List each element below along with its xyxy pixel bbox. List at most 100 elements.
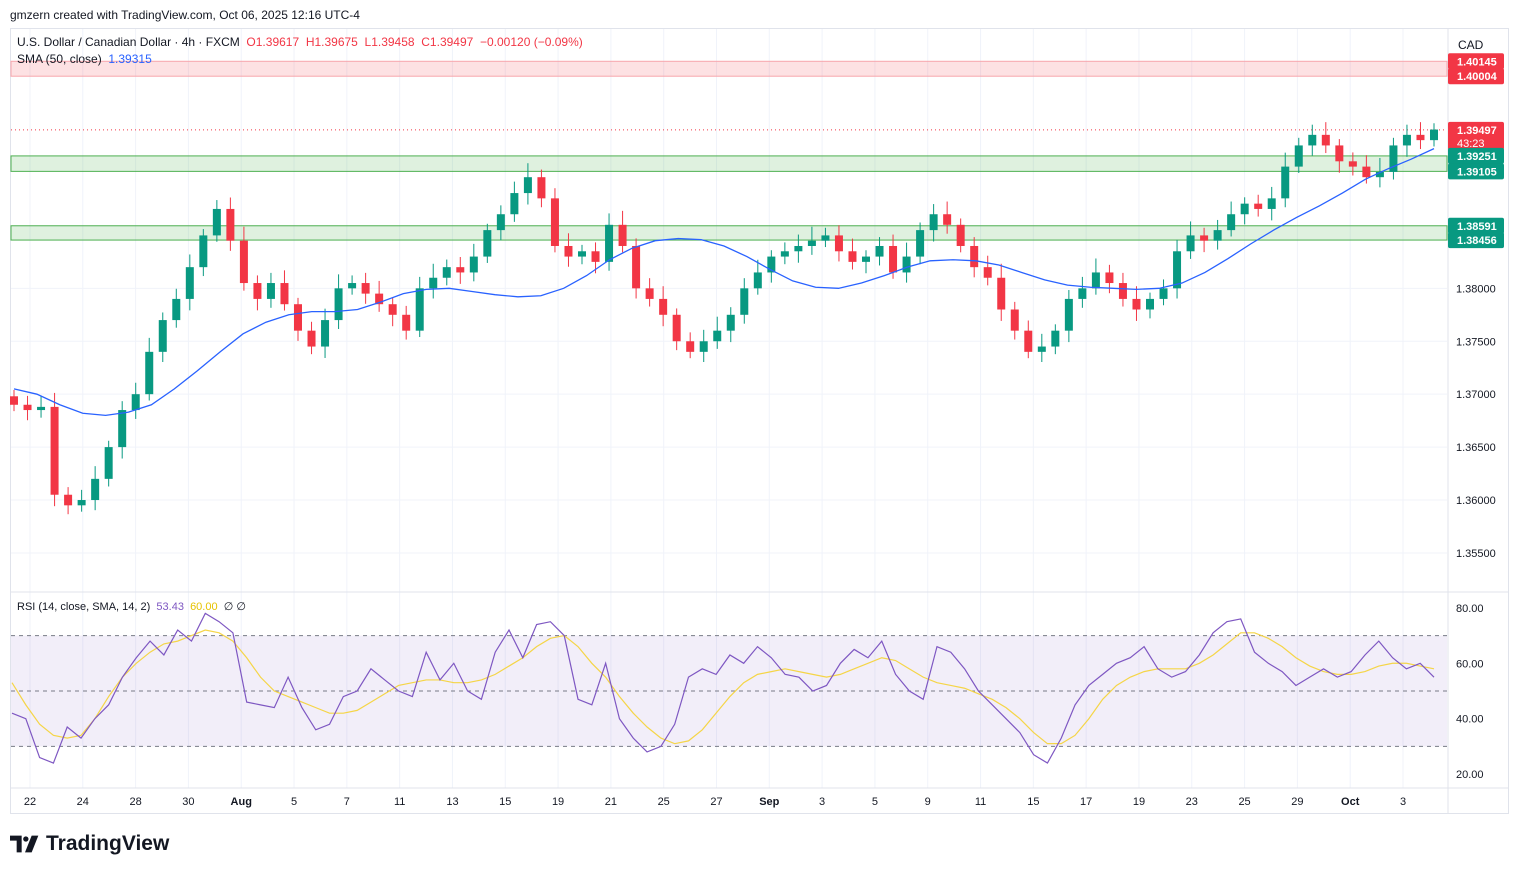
candle <box>916 222 925 265</box>
candle-body <box>902 256 911 273</box>
candle-body <box>753 272 762 289</box>
candle-body <box>699 341 708 352</box>
candle-body <box>956 224 965 246</box>
candle <box>212 200 221 242</box>
candle-body <box>1024 330 1033 352</box>
candle-body <box>659 298 668 315</box>
candle-body <box>1146 298 1154 310</box>
rsi-ma-value: 60.00 <box>190 601 218 613</box>
candle-body <box>1402 134 1411 146</box>
candle <box>591 242 600 274</box>
candle <box>1105 264 1114 294</box>
candle <box>199 229 208 277</box>
rsi-band-fill <box>11 635 1447 747</box>
candle-body <box>632 245 641 289</box>
candle <box>1118 272 1127 307</box>
sma-line <box>13 148 1435 417</box>
candle-body <box>348 283 357 289</box>
candle <box>1416 122 1425 150</box>
candle-body <box>1416 134 1425 141</box>
candle <box>1308 124 1317 156</box>
ohlc-open: O1.39617 <box>246 35 300 49</box>
rsi-tick-label: 80.00 <box>1456 603 1484 615</box>
ohlc-low: L1.39458 <box>364 35 415 49</box>
sma-label: SMA (50, close) <box>17 52 102 66</box>
candle <box>50 392 59 507</box>
candle <box>753 259 762 295</box>
candle-body <box>767 256 776 273</box>
candle-body <box>1037 346 1046 352</box>
tradingview-logo-icon <box>10 835 39 853</box>
candle-body <box>1240 203 1249 215</box>
candle <box>929 204 938 242</box>
candle <box>321 308 330 358</box>
candle-body <box>1267 198 1276 209</box>
candle <box>294 297 302 341</box>
candle <box>1267 186 1276 221</box>
candle <box>686 332 695 359</box>
price-label-bg <box>1448 147 1504 164</box>
rsi-tick-label: 20.00 <box>1456 769 1484 781</box>
candle <box>1064 290 1073 343</box>
candle <box>997 263 1006 321</box>
candle <box>1254 194 1263 217</box>
candle-body <box>361 283 370 294</box>
price-label-text: 1.39105 <box>1457 166 1497 178</box>
sma-legend[interactable]: SMA (50, close) 1.39315 <box>17 52 152 66</box>
price-label-text: 1.38591 <box>1457 221 1497 233</box>
time-tick-label: 3 <box>1400 796 1406 808</box>
candle <box>632 238 641 299</box>
candle <box>618 210 627 253</box>
time-tick-label: 27 <box>710 796 722 808</box>
candle <box>1240 197 1249 225</box>
candle <box>145 337 154 401</box>
candle <box>496 205 505 241</box>
candle-body <box>1091 272 1100 289</box>
candle-body <box>1281 166 1290 199</box>
candle-body <box>848 251 857 262</box>
price-label-text: 1.39251 <box>1457 151 1497 163</box>
candle-body <box>1430 129 1438 141</box>
candle <box>943 201 952 234</box>
brand-name: TradingView <box>46 832 170 855</box>
candle-body <box>510 193 519 215</box>
candle-body <box>929 214 938 231</box>
rsi-legend[interactable]: RSI (14, close, SMA, 14, 2) 53.43 60.00 … <box>17 600 246 613</box>
currency-label[interactable]: CAD <box>1458 38 1484 52</box>
candle <box>821 227 830 248</box>
rsi-tick-label: 40.00 <box>1456 714 1484 726</box>
time-tick-label: 24 <box>77 796 89 808</box>
candle <box>1051 324 1060 355</box>
candle <box>578 244 586 265</box>
candle-body <box>442 267 451 278</box>
price-label-support: 1.39251 <box>1448 147 1504 164</box>
candle-body <box>672 314 681 342</box>
candle-body <box>375 293 384 305</box>
created-by-text: gmzern created with TradingView.com, Oct… <box>10 8 360 22</box>
candle-body <box>294 304 302 331</box>
candle <box>1132 286 1141 321</box>
candle <box>266 272 275 308</box>
candle <box>1091 258 1100 295</box>
candle <box>645 278 654 307</box>
candle-body <box>1105 272 1114 284</box>
candle <box>1200 227 1209 253</box>
time-tick-label: 29 <box>1291 796 1303 808</box>
candle-body <box>983 267 992 278</box>
candle <box>1294 137 1303 173</box>
candle <box>185 254 194 311</box>
candle-body <box>77 500 86 506</box>
candle-body <box>1064 298 1073 331</box>
candle <box>118 401 127 459</box>
candle-body <box>578 251 586 257</box>
ohlc-change: −0.00120 (−0.09%) <box>479 35 583 49</box>
candle-body <box>523 177 532 194</box>
candle-body <box>1321 134 1330 146</box>
candle <box>726 307 735 343</box>
candle-body <box>889 245 898 273</box>
candle-body <box>280 283 289 305</box>
resistance-zone <box>10 60 1448 77</box>
candle-body <box>1254 203 1263 209</box>
candle <box>672 308 681 351</box>
